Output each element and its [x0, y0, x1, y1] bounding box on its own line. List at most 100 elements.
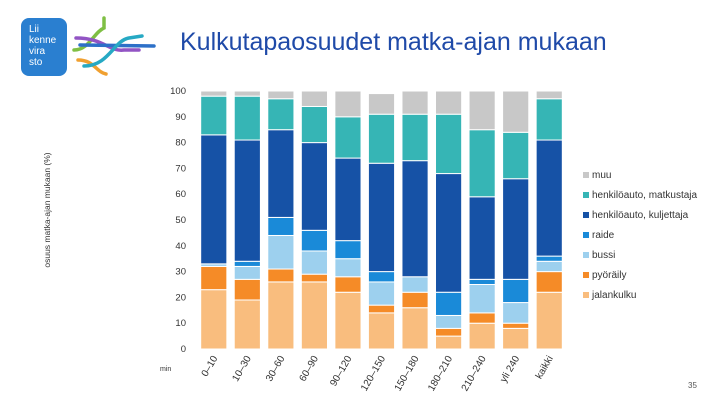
x-tick-label: 0–10: [200, 354, 221, 379]
bar-segment: [233, 139, 261, 262]
bar-segment: [233, 90, 261, 97]
y-tick-label: 70: [175, 163, 186, 174]
bar-segment: [334, 157, 362, 242]
bar-segment: [535, 98, 563, 141]
bar-segment: [267, 90, 295, 100]
bar-segment: [435, 327, 463, 337]
bar-segment: [200, 90, 228, 97]
legend-swatch: [583, 192, 589, 198]
y-tick-label: 30: [175, 267, 186, 278]
bar-segment: [535, 291, 563, 350]
legend-item: henkilöauto, matkustaja: [583, 188, 697, 202]
logo-text-line: kenne: [29, 35, 57, 46]
logo-text-line: vira: [29, 46, 46, 57]
legend-label: muu: [592, 169, 612, 181]
bar-segment: [502, 178, 530, 280]
bar-segment: [300, 142, 328, 231]
bar-segment: [300, 105, 328, 144]
bar-segment: [502, 278, 530, 304]
legend-item: muu: [583, 168, 611, 182]
bar-segment: [300, 273, 328, 283]
bar-segment: [435, 90, 463, 115]
bar-segment: [334, 258, 362, 278]
x-tick-label: 90–120: [328, 354, 354, 389]
bar-segment: [435, 173, 463, 293]
bar-segment: [367, 162, 396, 273]
bar-segment: [502, 131, 530, 180]
logo-text-line: Lii: [29, 24, 39, 35]
legend-item: jalankulku: [583, 288, 636, 302]
y-tick-label: 90: [175, 112, 186, 123]
bar-segment: [200, 95, 228, 136]
bar-segment: [435, 291, 463, 316]
bar-segment: [334, 240, 362, 260]
x-tick-label: 210–240: [460, 354, 489, 394]
legend-item: pyöräily: [583, 268, 626, 282]
page-title: Kulkutapaosuudet matka-ajan mukaan: [180, 28, 607, 56]
y-tick-label: 10: [175, 318, 186, 329]
bar-segment: [367, 113, 396, 164]
x-tick-label: 30–60: [264, 354, 288, 384]
bar-segment: [468, 322, 496, 350]
bar-segment: [233, 265, 261, 280]
logo-arrow-teal: [82, 34, 144, 68]
legend-label: henkilöauto, kuljettaja: [592, 209, 689, 221]
legend-item: bussi: [583, 248, 615, 262]
bar-segment: [233, 299, 261, 350]
bar-segment: [267, 268, 295, 283]
bar-segment: [535, 260, 563, 273]
bar-segment: [468, 90, 496, 131]
bar-segment: [200, 289, 228, 350]
logo-text-line: sto: [29, 57, 43, 68]
bar-segment: [535, 271, 563, 293]
bar-segment: [435, 314, 463, 329]
bar-segment: [502, 302, 530, 324]
bar-segment: [535, 139, 563, 257]
legend-label: jalankulku: [592, 289, 637, 301]
bar-segment: [502, 322, 530, 329]
bar-segment: [267, 234, 295, 270]
x-tick-label: yli 240: [498, 354, 522, 385]
y-tick-label: 0: [181, 344, 186, 355]
y-axis-label: osuus matka-ajan mukaan (%): [42, 152, 52, 268]
bar-segment: [267, 281, 295, 350]
bar-segment: [401, 160, 429, 278]
bar-segment: [334, 116, 362, 159]
bar-segment: [367, 271, 396, 283]
y-tick-label: 60: [175, 189, 186, 200]
bar-segment: [200, 265, 228, 291]
bar-segment: [535, 255, 563, 262]
legend-swatch: [583, 232, 589, 238]
legend-label: raide: [592, 229, 615, 241]
legend-item: henkilöauto, kuljettaja: [583, 208, 688, 222]
legend-item: raide: [583, 228, 614, 242]
legend-swatch: [583, 272, 589, 278]
bar-segment: [468, 284, 496, 314]
x-tick-label: 120–150: [359, 354, 388, 394]
bar-segment: [401, 276, 429, 293]
y-tick-label: 40: [175, 241, 186, 252]
bar-segment: [300, 229, 328, 252]
y-tick-label: 100: [170, 86, 186, 97]
bar-segment: [468, 278, 496, 285]
x-tick-label: 60–90: [298, 354, 322, 384]
legend-swatch: [583, 252, 589, 258]
bar-segment: [233, 278, 261, 301]
y-tick-label: 80: [175, 138, 186, 149]
bar-segment: [334, 276, 362, 293]
bar-segment: [401, 113, 429, 162]
page-number: 35: [688, 381, 697, 390]
bar-segment: [233, 260, 261, 267]
bar-segment: [267, 129, 295, 218]
legend-swatch: [583, 172, 589, 178]
legend-swatch: [583, 292, 589, 298]
x-axis-unit: min: [160, 366, 172, 373]
bar-segment: [535, 90, 563, 100]
legend-swatch: [583, 212, 589, 218]
bar-segment: [435, 335, 463, 350]
bar-segment: [367, 93, 396, 115]
y-tick-label: 50: [175, 215, 186, 226]
logo-box: [21, 18, 67, 76]
bar-segment: [435, 113, 463, 175]
